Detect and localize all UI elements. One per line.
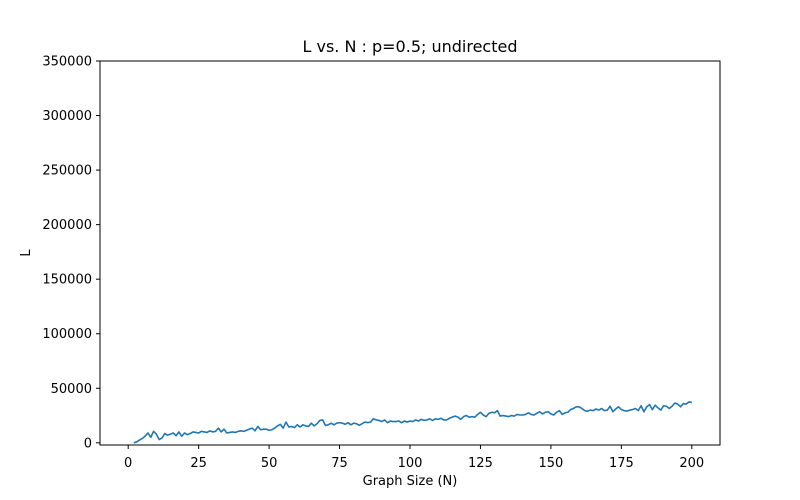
x-tick-label: 75 [331, 456, 348, 471]
y-tick-label: 150000 [42, 273, 92, 288]
y-axis-ticks: 0 50000 100000 150000 200000 250000 300000 3500… [42, 55, 100, 451]
data-line-series [133, 401, 692, 444]
y-tick-label: 250000 [42, 164, 92, 179]
y-tick-label: 350000 [42, 55, 92, 70]
x-axis-label: Graph Size (N) [363, 474, 458, 489]
x-tick-label: 25 [190, 456, 207, 471]
x-tick-label: 200 [679, 456, 704, 471]
y-tick-label: 0 [84, 436, 92, 451]
x-tick-label: 175 [609, 456, 634, 471]
chart-title: L vs. N : p=0.5; undirected [302, 37, 517, 56]
x-tick-label: 100 [398, 456, 423, 471]
plot-frame [99, 60, 721, 446]
y-tick-label: 300000 [42, 109, 92, 124]
x-tick-label: 0 [124, 456, 132, 471]
plot-area [133, 401, 692, 444]
y-axis-label: L [19, 249, 34, 257]
x-tick-label: 150 [538, 456, 563, 471]
x-axis-ticks: 0 25 50 75 100 125 150 175 200 [124, 445, 704, 471]
y-tick-label: 50000 [51, 382, 92, 397]
x-tick-label: 50 [261, 456, 278, 471]
y-tick-label: 100000 [42, 327, 92, 342]
x-tick-label: 125 [468, 456, 493, 471]
y-tick-label: 200000 [42, 218, 92, 233]
